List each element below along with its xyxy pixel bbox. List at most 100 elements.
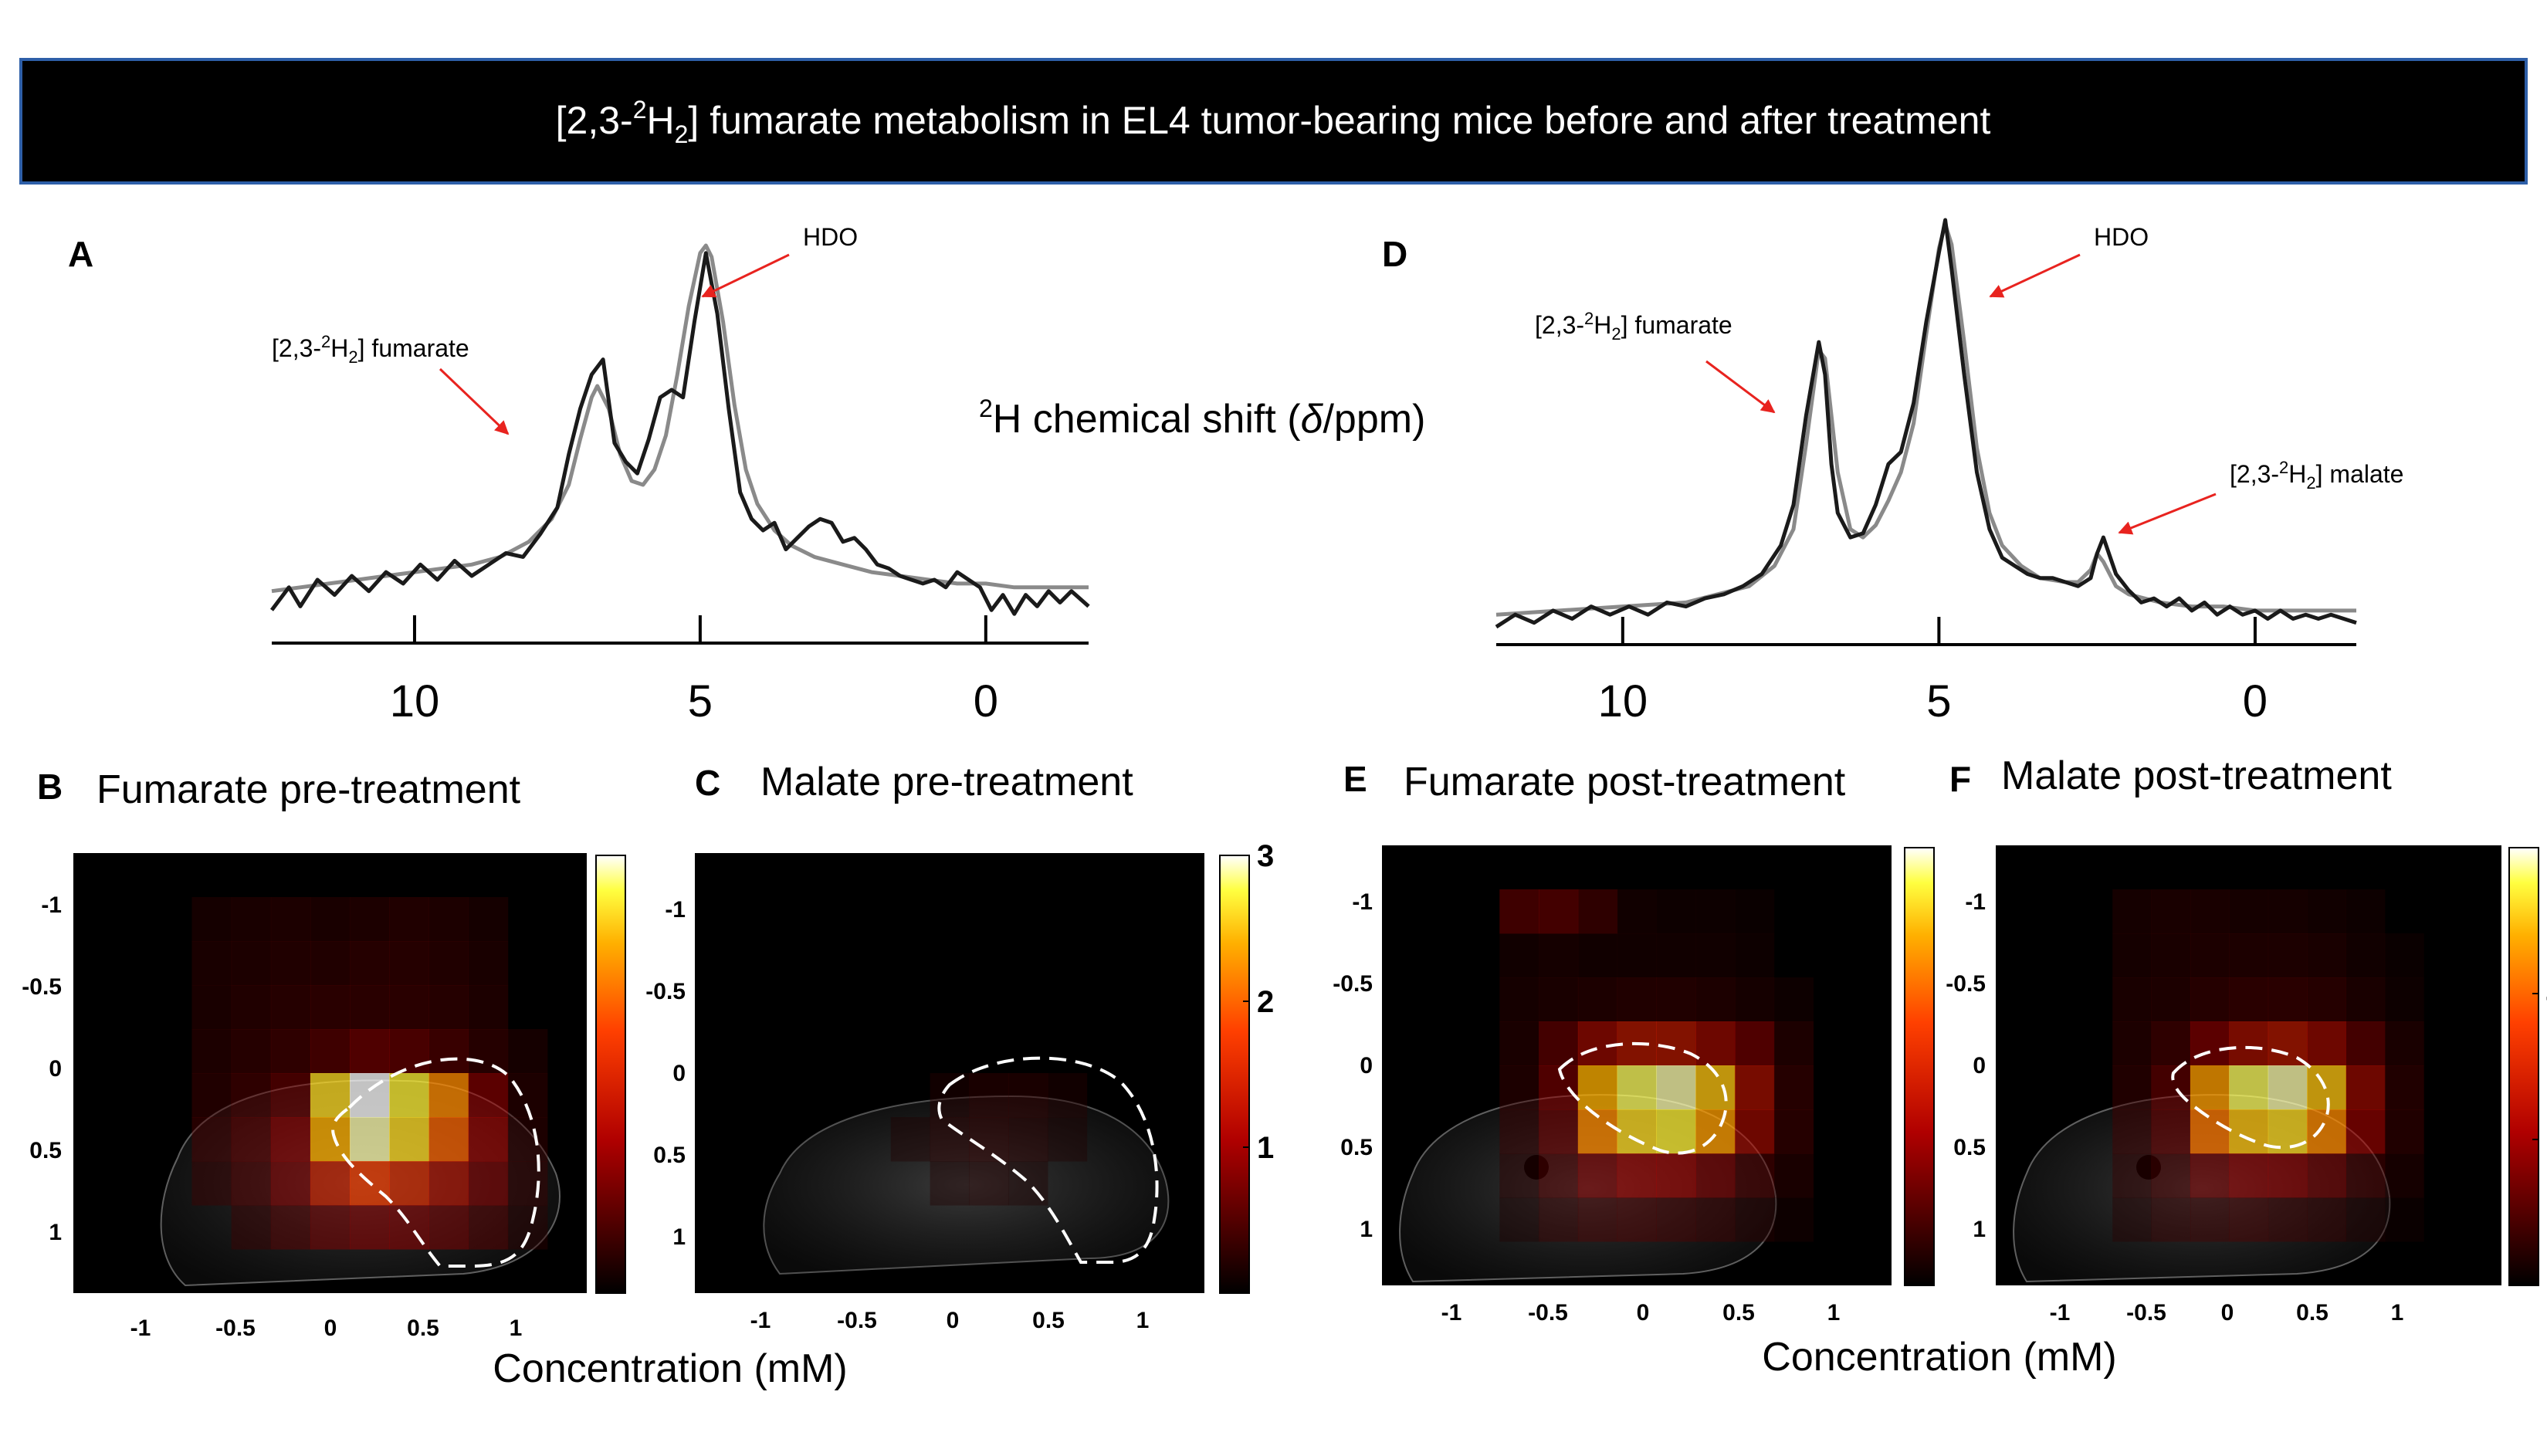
heatmap-cell — [310, 941, 351, 986]
x-tick-label: -1 — [130, 1315, 151, 1341]
heatmap-cell — [1695, 977, 1736, 1022]
heatmap-cell — [428, 941, 469, 986]
x-tick-label: 5 — [1926, 676, 1951, 726]
heatmap-cell — [1773, 1153, 1814, 1198]
y-tick-label: -1 — [41, 892, 62, 918]
annotation-text: [2,3-2H2] malate — [2230, 458, 2403, 493]
heatmap-cell — [1617, 889, 1657, 934]
heatmap-cell — [1695, 1021, 1736, 1066]
heatmap-cell — [2268, 889, 2308, 934]
heatmap-cell — [2190, 933, 2230, 978]
x-tick-label: 5 — [688, 676, 713, 726]
spectrum-series-measured — [1495, 218, 2357, 629]
heatmap-cell — [2345, 1197, 2386, 1242]
heatmap-cell — [191, 1161, 232, 1206]
annotation-arrow — [439, 367, 510, 435]
spectrum-a-lines — [270, 243, 1090, 616]
heatmap-cell — [350, 1029, 390, 1074]
heatmap-cell — [507, 1161, 548, 1206]
heatmap-cell — [2229, 1197, 2269, 1242]
y-tick-label: -0.5 — [645, 979, 686, 1004]
heatmap-cell — [1695, 1153, 1736, 1198]
heatmap-cell — [389, 1029, 429, 1074]
annotation-arrow — [1705, 360, 1776, 414]
heatmap-cell — [2151, 1197, 2191, 1242]
heatmap-cell — [1734, 933, 1775, 978]
heatmap-b-cells — [191, 897, 548, 1250]
heatmap-cell — [1695, 1197, 1736, 1242]
heatmap-cell — [1734, 1065, 1775, 1110]
heatmap-cell — [1773, 977, 1814, 1022]
x-tick-label: 0 — [2221, 1300, 2234, 1326]
heatmap-cell — [2229, 1021, 2269, 1066]
heatmap-cell — [1577, 1197, 1618, 1242]
heatmap-cell — [2190, 889, 2230, 934]
heatmap-cell — [428, 1161, 469, 1206]
heatmap-cell — [270, 1029, 311, 1074]
heatmap-b-axis-labels: -1 -0.5 0 0.5 1 -1 -0.5 0 0.5 1 — [22, 892, 522, 1341]
y-tick-label: -0.5 — [22, 974, 62, 1000]
heatmap-cell — [2190, 1109, 2230, 1154]
heatmap-cell — [1008, 1117, 1048, 1162]
heatmap-cell — [428, 985, 469, 1030]
heatmap-cell — [1617, 933, 1657, 978]
heatmap-cell — [2384, 1109, 2424, 1154]
heatmap-cell — [2268, 1153, 2308, 1198]
x-tick-label: -1 — [750, 1308, 771, 1333]
annotation-text: HDO — [803, 223, 858, 251]
spectrum-series-fit — [1495, 222, 2356, 617]
roi-outline-b — [331, 1057, 540, 1268]
spectrum-a-ticks: 10 5 0 — [390, 615, 998, 726]
y-tick-label: 1 — [49, 1220, 62, 1245]
heatmap-cell — [1499, 933, 1539, 978]
heatmap-cell — [310, 1029, 351, 1074]
heatmap-cell — [310, 897, 351, 942]
x-tick-label: -0.5 — [837, 1308, 877, 1333]
x-tick-label: 10 — [1598, 676, 1648, 726]
y-tick-label: -1 — [665, 897, 686, 923]
heatmap-cell — [2384, 1197, 2424, 1242]
heatmap-cell — [270, 1117, 311, 1162]
panel-letter-f: F — [1949, 759, 1971, 799]
heatmap-cell — [2307, 1153, 2346, 1198]
spectrum-d-annotation-malate: [2,3-2H2] malate — [2118, 458, 2403, 535]
heatmap-cell — [191, 897, 232, 942]
colorbar-f — [2508, 847, 2539, 1286]
x-tick-label: 10 — [390, 676, 440, 726]
heatmap-cell — [1577, 889, 1618, 934]
heatmap-cell — [389, 897, 429, 942]
heatmap-cell — [191, 941, 232, 986]
heatmap-cell — [2345, 933, 2386, 978]
heatmap-cell — [270, 1205, 311, 1250]
heatmap-cell — [468, 985, 509, 1030]
heatmap-cell — [191, 1073, 232, 1118]
heatmap-cell — [389, 1117, 429, 1162]
heatmap-cell — [1499, 1021, 1539, 1066]
x-tick-label: 0 — [974, 676, 998, 726]
spectrum-a-annotation-fumarate: [2,3-2H2] fumarate — [272, 332, 510, 435]
x-tick-label: 0.5 — [1032, 1308, 1065, 1333]
heatmap-cell — [468, 897, 509, 942]
heatmap-cell — [2384, 1021, 2424, 1066]
heatmap-cell — [969, 1073, 1009, 1118]
heatmap-cell — [1773, 1197, 1814, 1242]
y-tick-label: 1 — [672, 1224, 686, 1250]
heatmap-f-axis-labels: -1 -0.5 0 0.5 1 -1 -0.5 0 0.5 1 — [1946, 889, 2403, 1326]
heatmap-cell — [270, 985, 311, 1030]
x-tick-label: 0 — [947, 1308, 960, 1333]
banner-title: [2,3-2H2] fumarate metabolism in EL4 tum… — [556, 96, 1991, 148]
y-tick-label: -1 — [1965, 889, 1986, 915]
heatmap-cell — [1499, 1197, 1539, 1242]
heatmap-cell — [1539, 1197, 1579, 1242]
heatmap-cell — [2268, 933, 2308, 978]
heatmap-cell — [428, 1205, 469, 1250]
x-tick-label: 0 — [2243, 676, 2268, 726]
heatmap-e-axis-labels: -1 -0.5 0 0.5 1 -1 -0.5 0 0.5 1 — [1333, 889, 1840, 1326]
title-banner: [2,3-2H2] fumarate metabolism in EL4 tum… — [19, 58, 2528, 185]
heatmap-cell — [2229, 889, 2269, 934]
heatmap-cell — [468, 1073, 509, 1118]
heatmap-cell — [1773, 1065, 1814, 1110]
heatmap-cell — [350, 941, 390, 986]
panel-letter-c: C — [695, 763, 720, 803]
